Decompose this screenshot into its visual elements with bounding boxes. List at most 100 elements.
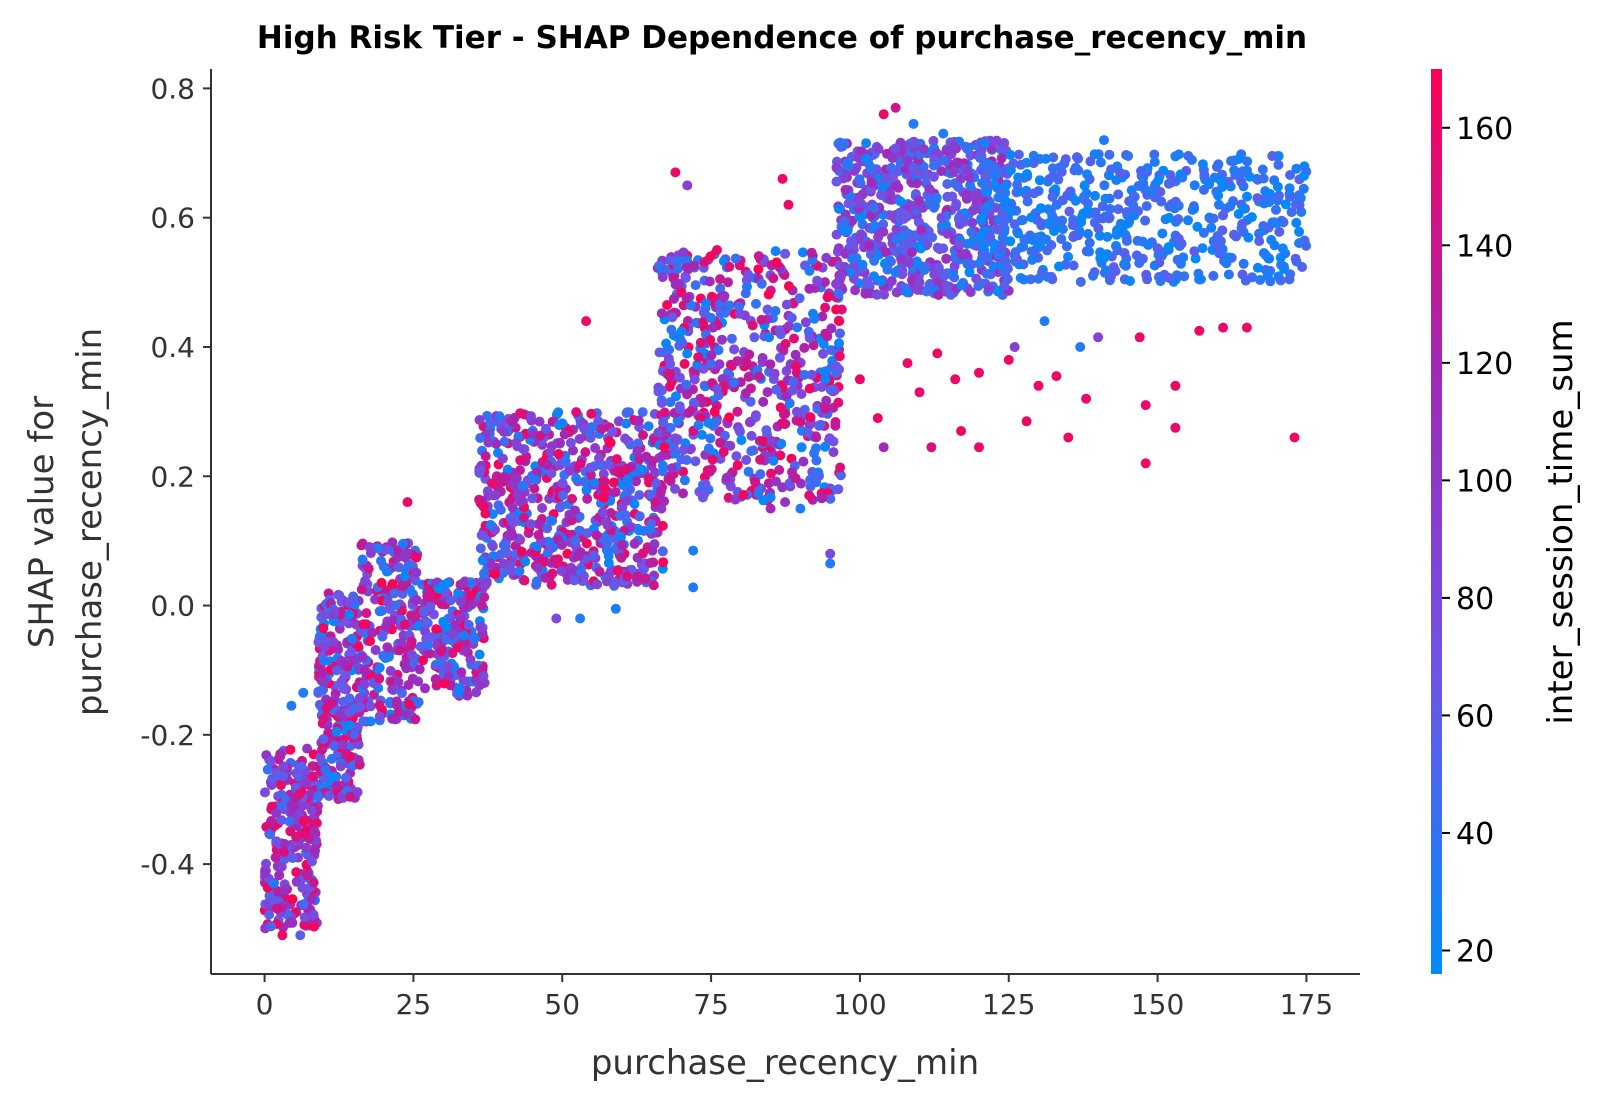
scatter-point	[740, 356, 751, 367]
scatter-point	[657, 546, 668, 557]
scatter-point	[658, 417, 669, 428]
scatter-point	[788, 376, 799, 387]
scatter-point	[599, 483, 610, 494]
scatter-point	[456, 596, 467, 607]
scatter-point	[1034, 175, 1045, 186]
scatter-point	[335, 761, 346, 772]
y-axis-label-line2: purchase_recency_min	[70, 328, 110, 716]
scatter-point	[598, 469, 609, 479]
scatter-point	[696, 429, 707, 440]
scatter-point	[1243, 232, 1254, 243]
scatter-point	[985, 232, 996, 243]
scatter-point	[766, 468, 776, 479]
scatter-point	[270, 852, 281, 863]
scatter-point	[318, 655, 329, 666]
scatter-point	[719, 291, 730, 301]
scatter-point	[526, 411, 536, 422]
scatter-point	[387, 537, 398, 548]
scatter-point	[798, 456, 809, 467]
scatter-point	[507, 530, 518, 541]
scatter-point	[580, 447, 591, 458]
scatter-point	[620, 510, 631, 521]
scatter-point	[556, 540, 567, 550]
scatter-point	[1003, 354, 1014, 365]
scatter-point	[688, 545, 699, 556]
colorbar-tick-label: 80	[1456, 582, 1494, 617]
scatter-point	[1271, 204, 1281, 215]
scatter-point	[804, 265, 815, 276]
scatter-point	[554, 437, 565, 448]
scatter-point	[815, 419, 826, 430]
scatter-point	[1198, 227, 1209, 238]
scatter-point	[546, 468, 557, 479]
scatter-point	[736, 435, 747, 446]
scatter-point	[519, 575, 530, 586]
scatter-point	[1197, 243, 1208, 254]
scatter-point	[298, 899, 309, 910]
scatter-point	[780, 338, 791, 349]
scatter-point	[265, 756, 276, 767]
scatter-point	[689, 374, 700, 385]
scatter-point	[507, 502, 518, 513]
scatter-point	[860, 153, 871, 164]
scatter-point	[328, 636, 339, 647]
scatter-point	[284, 816, 295, 827]
scatter-point	[1075, 342, 1086, 352]
scatter-point	[1141, 269, 1152, 280]
scatter-point	[914, 387, 925, 398]
scatter-point	[413, 697, 424, 708]
scatter-point	[1183, 215, 1193, 226]
scatter-point	[1093, 332, 1104, 343]
scatter-point	[402, 497, 413, 508]
scatter-point	[320, 764, 331, 775]
scatter-point	[309, 921, 320, 932]
scatter-point	[574, 434, 585, 444]
scatter-point	[493, 500, 504, 511]
scatter-point	[594, 566, 605, 577]
scatter-point	[890, 102, 901, 113]
scatter-point	[1019, 274, 1029, 285]
scatter-point	[755, 454, 766, 465]
scatter-point	[688, 582, 699, 593]
scatter-point	[499, 436, 510, 447]
scatter-point	[721, 472, 732, 483]
scatter-point	[757, 353, 768, 363]
colorbar	[1431, 69, 1442, 974]
scatter-point	[998, 217, 1009, 227]
scatter-point	[763, 289, 774, 300]
scatter-point	[1254, 236, 1265, 247]
scatter-point	[938, 128, 949, 139]
scatter-point	[796, 389, 807, 399]
scatter-point	[394, 645, 405, 656]
scatter-point	[519, 444, 530, 455]
scatter-point	[1189, 180, 1200, 191]
scatter-point	[718, 447, 729, 457]
scatter-point	[674, 403, 685, 414]
scatter-point	[703, 443, 714, 454]
scatter-point	[1021, 189, 1032, 200]
scatter-point	[780, 248, 791, 259]
scatter-point	[916, 224, 927, 235]
scatter-point	[645, 524, 656, 535]
scatter-point	[326, 772, 337, 783]
scatter-point	[976, 215, 987, 226]
y-tick-label: 0.4	[150, 331, 195, 364]
scatter-point	[809, 313, 820, 324]
scatter-point	[821, 252, 832, 263]
scatter-point	[1216, 176, 1227, 187]
scatter-point	[1194, 325, 1205, 336]
scatter-point	[302, 870, 312, 881]
scatter-point	[516, 546, 527, 557]
scatter-point	[439, 678, 450, 689]
scatter-point	[1265, 276, 1276, 287]
scatter-point	[306, 893, 317, 904]
scatter-point	[449, 620, 460, 630]
scatter-point	[679, 358, 690, 369]
scatter-point	[672, 263, 683, 274]
scatter-point	[717, 334, 727, 345]
scatter-point	[650, 496, 661, 507]
scatter-point	[1119, 248, 1130, 258]
scatter-point	[698, 307, 709, 318]
scatter-point	[843, 198, 854, 209]
scatter-point	[376, 555, 386, 566]
